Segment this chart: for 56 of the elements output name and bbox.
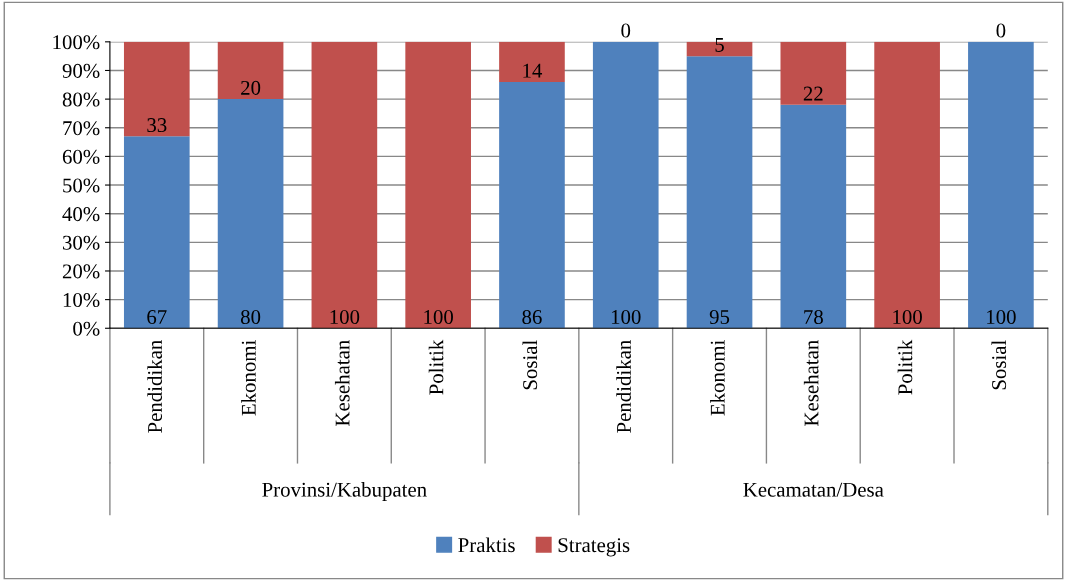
x-tick-label: Kesehatan <box>334 340 350 426</box>
bar <box>686 56 753 329</box>
data-label: 95 <box>709 310 730 325</box>
data-label: 80 <box>240 309 261 325</box>
data-label: 0 <box>621 23 631 38</box>
x-tick-label: Sosial <box>991 340 1007 390</box>
y-tick-label: 30% <box>62 235 100 250</box>
y-tick-label: 70% <box>63 121 100 136</box>
x-tick-label: Ekonomi <box>710 340 725 416</box>
data-label: 100 <box>893 309 922 325</box>
y-tick-label: 20% <box>62 264 100 279</box>
y-tick-label: 100% <box>53 35 100 50</box>
bar <box>123 41 190 137</box>
y-tick-label: 0% <box>73 321 100 336</box>
data-label: 100 <box>987 309 1016 325</box>
text: Kecamatan/Desa <box>743 482 884 497</box>
bar <box>499 81 565 329</box>
data-label: 22 <box>803 86 823 101</box>
x-tick-label: Pendidikan <box>147 340 163 433</box>
bar <box>217 99 284 329</box>
data-label: 0 <box>996 23 1006 38</box>
y-tick-label: 10% <box>63 293 100 308</box>
data-label: 14 <box>523 63 543 78</box>
y-tick-label: 90% <box>62 63 100 78</box>
x-tick-label: Politik <box>428 339 444 395</box>
bar <box>311 41 378 329</box>
y-tick-label: 40% <box>62 207 100 222</box>
data-label: 20 <box>241 80 261 95</box>
data-label: 100 <box>611 309 641 325</box>
x-tick-label: Sosial <box>522 340 538 390</box>
bar <box>217 41 284 100</box>
bar <box>968 41 1034 329</box>
data-label: 86 <box>522 309 542 325</box>
data-label: 5 <box>715 38 724 52</box>
y-tick-label: 50% <box>63 178 100 193</box>
bar <box>780 104 847 329</box>
data-label: 100 <box>330 309 360 325</box>
bar <box>874 41 940 329</box>
data-label: 100 <box>424 309 453 325</box>
bar <box>499 41 565 82</box>
x-tick-label: Ekonomi <box>241 340 256 416</box>
x-tick-label: Politik <box>897 339 913 395</box>
legend-label: Strategis <box>558 538 630 557</box>
data-label: 67 <box>147 310 167 325</box>
y-tick-label: 60% <box>62 149 100 164</box>
x-tick-label: Pendidikan <box>616 340 631 433</box>
bar <box>123 136 190 329</box>
legend-label: Praktis <box>458 537 515 553</box>
bar <box>405 41 471 329</box>
text: Provinsi/Kabupaten <box>262 482 427 501</box>
data-label: 78 <box>804 309 823 325</box>
data-label: 33 <box>147 118 167 133</box>
bar <box>592 41 659 329</box>
bar <box>780 41 847 105</box>
x-tick-label: Kesehatan <box>803 340 819 426</box>
y-tick-label: 80% <box>62 92 100 107</box>
